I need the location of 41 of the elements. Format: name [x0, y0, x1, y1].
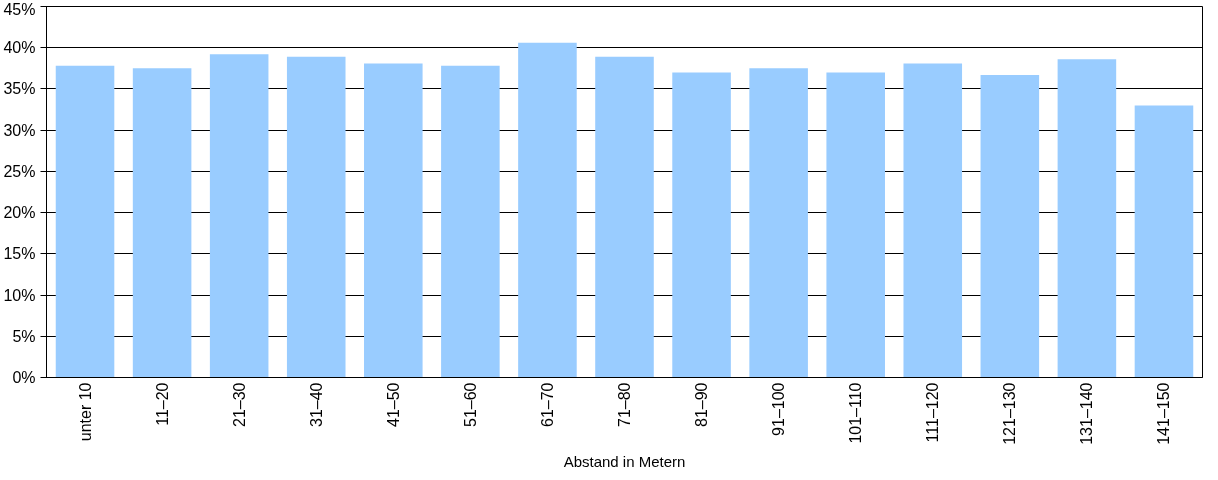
y-tick-label: 45%	[3, 0, 36, 18]
bar	[595, 56, 654, 378]
x-tick-label: 21–30	[230, 382, 248, 427]
y-tick-label: 0%	[12, 369, 36, 386]
x-tick-label: 61–70	[538, 382, 556, 427]
bar	[749, 68, 808, 378]
x-tick-label: 91–100	[770, 382, 788, 436]
y-tick-label: 40%	[3, 39, 36, 57]
x-tick-label: 41–50	[384, 382, 402, 427]
x-tick-label: 131–140	[1078, 382, 1096, 445]
x-tick-label: 81–90	[693, 382, 711, 427]
bar	[286, 56, 346, 378]
x-tick-label: 11–20	[153, 382, 171, 426]
bar	[518, 42, 577, 378]
x-tick-label: 111–120	[924, 382, 942, 443]
x-axis-title: Abstand in Metern	[563, 452, 686, 470]
x-tick-label: 71–80	[616, 382, 633, 427]
x-tick-label: 141–150	[1155, 382, 1173, 445]
bar	[980, 74, 1040, 378]
x-tick-label: unter 10	[76, 382, 94, 442]
y-tick-label: 20%	[3, 204, 36, 222]
bar	[1134, 105, 1194, 378]
y-tick-label: 25%	[3, 162, 36, 180]
y-tick-label: 30%	[3, 121, 36, 139]
bar	[364, 63, 423, 378]
bar	[441, 65, 500, 378]
bar	[903, 63, 963, 378]
y-tick-label: 5%	[12, 327, 36, 345]
bar	[209, 54, 269, 378]
bar	[132, 68, 192, 378]
bar	[826, 72, 885, 378]
x-tick-label: 121–130	[1001, 382, 1019, 445]
bar	[1057, 59, 1117, 378]
x-tick-label: 101–110	[847, 382, 865, 444]
bar	[55, 65, 115, 378]
y-tick-label: 10%	[3, 286, 36, 304]
bar	[672, 72, 731, 378]
y-tick-label: 35%	[3, 80, 36, 98]
y-tick-label: 15%	[3, 245, 36, 263]
x-tick-label: 51–60	[461, 382, 479, 427]
x-tick-label: 31–40	[307, 382, 325, 427]
